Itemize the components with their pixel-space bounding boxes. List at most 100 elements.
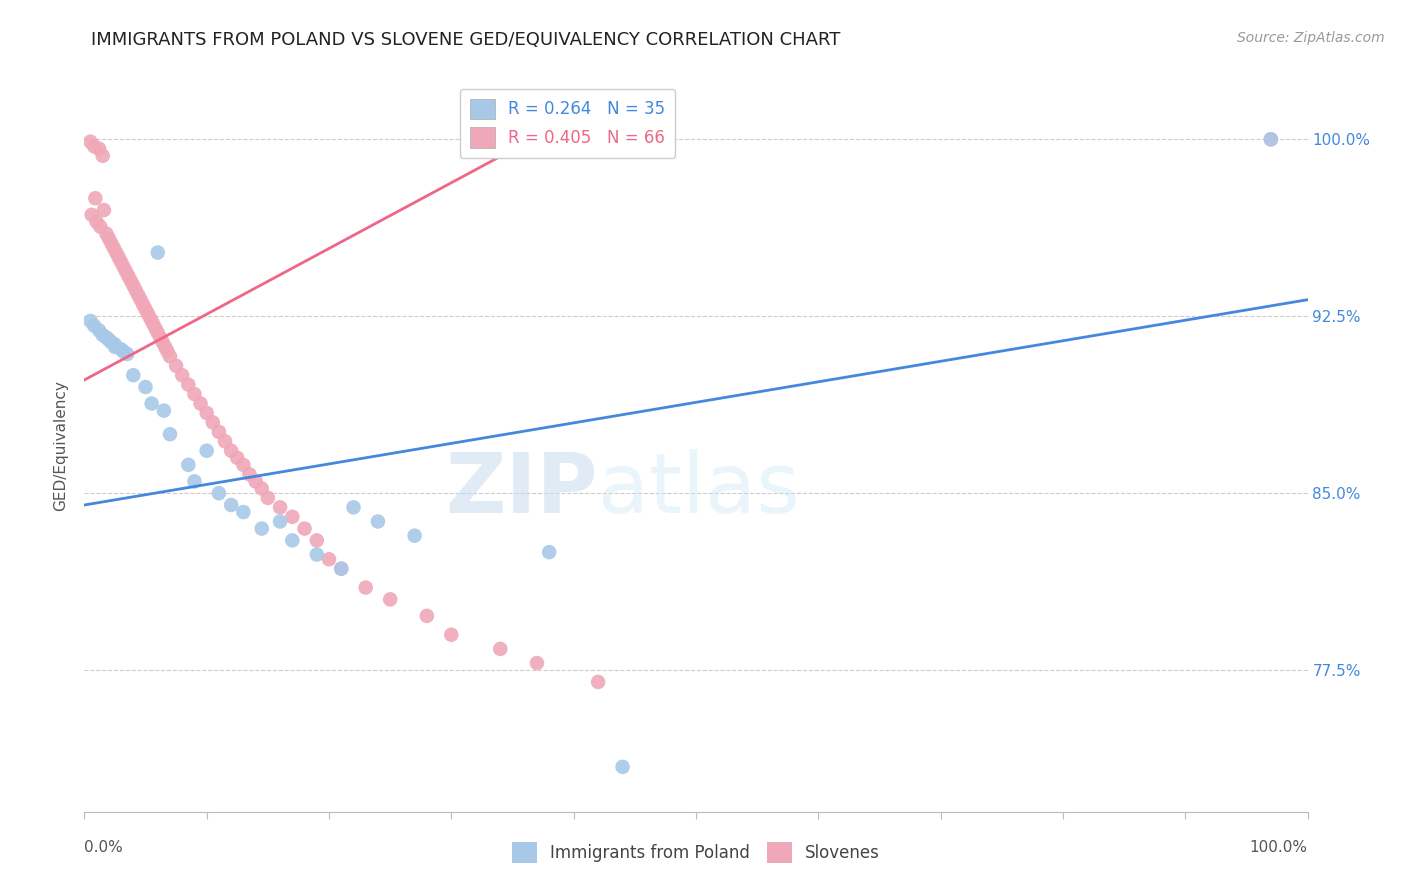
Point bbox=[219, 498, 242, 512]
Point bbox=[86, 215, 108, 229]
Point bbox=[538, 545, 561, 559]
Point bbox=[96, 330, 118, 344]
Text: 0.0%: 0.0% bbox=[84, 840, 124, 855]
Point bbox=[342, 500, 364, 515]
Point bbox=[294, 522, 316, 536]
Point bbox=[586, 675, 609, 690]
Point bbox=[177, 377, 200, 392]
Point bbox=[219, 443, 242, 458]
Point bbox=[152, 335, 174, 350]
Point bbox=[139, 311, 162, 326]
Point bbox=[104, 340, 127, 354]
Point bbox=[257, 491, 280, 505]
Point bbox=[195, 406, 218, 420]
Point bbox=[112, 344, 135, 359]
Point bbox=[97, 333, 120, 347]
Point bbox=[305, 548, 328, 562]
Point bbox=[238, 467, 260, 482]
Point bbox=[127, 288, 149, 302]
Point bbox=[96, 227, 118, 241]
Point bbox=[143, 321, 166, 335]
Point bbox=[153, 340, 176, 354]
Point bbox=[354, 581, 377, 595]
Y-axis label: GED/Equivalency: GED/Equivalency bbox=[53, 381, 69, 511]
Point bbox=[404, 529, 426, 543]
Point bbox=[153, 403, 176, 417]
Point bbox=[135, 302, 157, 317]
Point bbox=[135, 380, 157, 394]
Text: atlas: atlas bbox=[598, 450, 800, 531]
Point bbox=[250, 522, 273, 536]
Point bbox=[132, 297, 155, 311]
Point bbox=[281, 533, 304, 548]
Point bbox=[380, 592, 402, 607]
Point bbox=[136, 307, 159, 321]
Point bbox=[250, 482, 273, 496]
Point bbox=[330, 562, 353, 576]
Point bbox=[416, 608, 439, 623]
Point bbox=[305, 533, 328, 548]
Point bbox=[91, 149, 114, 163]
Point bbox=[172, 368, 194, 383]
Point bbox=[97, 231, 120, 245]
Point bbox=[91, 328, 114, 343]
Point bbox=[489, 641, 512, 656]
Point bbox=[1260, 132, 1282, 146]
Point bbox=[146, 245, 169, 260]
Point bbox=[100, 236, 122, 251]
Point bbox=[183, 475, 205, 489]
Legend: Immigrants from Poland, Slovenes: Immigrants from Poland, Slovenes bbox=[505, 836, 887, 869]
Point bbox=[115, 264, 138, 278]
Point bbox=[117, 269, 139, 284]
Point bbox=[208, 425, 231, 439]
Point bbox=[149, 330, 172, 344]
Point bbox=[110, 255, 132, 269]
Point bbox=[156, 344, 179, 359]
Point bbox=[190, 396, 212, 410]
Point bbox=[195, 443, 218, 458]
Point bbox=[129, 293, 152, 307]
Point bbox=[142, 316, 165, 330]
Point bbox=[100, 335, 122, 350]
Point bbox=[87, 142, 110, 156]
Point bbox=[269, 500, 291, 515]
Point bbox=[146, 326, 169, 340]
Point bbox=[93, 202, 115, 217]
Text: IMMIGRANTS FROM POLAND VS SLOVENE GED/EQUIVALENCY CORRELATION CHART: IMMIGRANTS FROM POLAND VS SLOVENE GED/EQ… bbox=[91, 31, 841, 49]
Point bbox=[122, 368, 145, 383]
Point bbox=[87, 323, 110, 337]
Point bbox=[201, 416, 224, 430]
Point bbox=[83, 318, 105, 333]
Point bbox=[112, 260, 135, 274]
Point bbox=[89, 219, 111, 234]
Text: ZIP: ZIP bbox=[446, 450, 598, 531]
Point bbox=[110, 343, 132, 357]
Point bbox=[226, 450, 249, 465]
Point bbox=[440, 628, 463, 642]
Point bbox=[232, 505, 254, 519]
Text: 100.0%: 100.0% bbox=[1250, 840, 1308, 855]
Point bbox=[159, 349, 181, 363]
Point bbox=[159, 427, 181, 442]
Point bbox=[214, 434, 236, 449]
Point bbox=[79, 314, 101, 328]
Text: Source: ZipAtlas.com: Source: ZipAtlas.com bbox=[1237, 31, 1385, 45]
Point bbox=[1260, 132, 1282, 146]
Point bbox=[281, 509, 304, 524]
Point bbox=[107, 250, 129, 264]
Point bbox=[208, 486, 231, 500]
Point bbox=[105, 245, 128, 260]
Point bbox=[79, 135, 101, 149]
Point bbox=[330, 562, 353, 576]
Point bbox=[103, 241, 125, 255]
Point bbox=[141, 396, 163, 410]
Point bbox=[120, 274, 142, 288]
Point bbox=[165, 359, 187, 373]
Point bbox=[115, 347, 138, 361]
Point bbox=[80, 208, 103, 222]
Point bbox=[83, 139, 105, 153]
Point bbox=[367, 515, 389, 529]
Point bbox=[104, 337, 127, 351]
Point bbox=[269, 515, 291, 529]
Point bbox=[125, 283, 148, 297]
